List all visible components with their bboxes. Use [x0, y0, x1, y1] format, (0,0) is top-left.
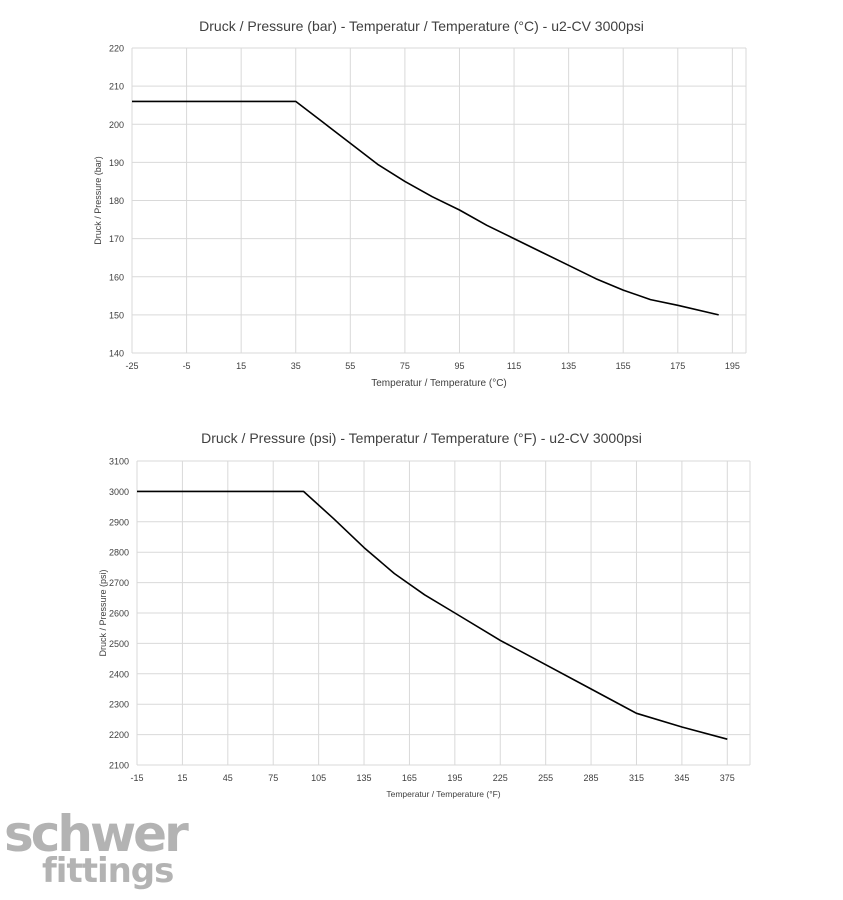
y-tick-label: 170	[109, 234, 124, 244]
x-tick-label: 105	[311, 773, 326, 783]
x-tick-label: 345	[674, 773, 689, 783]
x-axis-label: Temperatur / Temperature (°C)	[371, 378, 507, 389]
x-tick-label: 175	[670, 361, 685, 371]
x-tick-label: 75	[268, 773, 278, 783]
logo-word-schwer: schwer	[4, 805, 189, 863]
y-tick-label: 2800	[109, 548, 129, 558]
y-axis-label: Druck / Pressure (psi)	[98, 569, 108, 656]
y-tick-label: 2200	[109, 730, 129, 740]
y-tick-label: 180	[109, 196, 124, 206]
y-tick-label: 200	[109, 120, 124, 130]
y-tick-label: 3000	[109, 487, 129, 497]
y-tick-label: 150	[109, 310, 124, 320]
x-tick-label: 375	[720, 773, 735, 783]
pressure-psi-chart: Druck / Pressure (psi) - Temperatur / Te…	[0, 418, 843, 818]
y-tick-label: 210	[109, 82, 124, 92]
y-tick-label: 140	[109, 349, 124, 359]
chart-title: Druck / Pressure (bar) - Temperatur / Te…	[199, 18, 644, 34]
x-tick-label: 135	[561, 361, 576, 371]
x-tick-label: 225	[493, 773, 508, 783]
series-line	[137, 490, 728, 740]
x-tick-label: -15	[130, 773, 143, 783]
chart-svg: 140 150 160 170 180 190 200 210 220 -25 -5 15 35 55 75…	[93, 44, 747, 389]
x-tick-label: 95	[454, 361, 464, 371]
y-tick-label: 2400	[109, 669, 129, 679]
x-tick-label: 115	[507, 361, 521, 371]
y-tick-label: 2300	[109, 700, 129, 710]
y-tick-label: 2700	[109, 578, 129, 588]
x-tick-label: 15	[236, 361, 246, 371]
y-tick-label: 2600	[109, 609, 129, 619]
x-tick-label: 255	[538, 773, 553, 783]
logo-word-fittings: fittings	[42, 851, 174, 891]
x-tick-label: -25	[125, 361, 138, 371]
x-tick-label: -5	[183, 361, 191, 371]
x-tick-label: 45	[223, 773, 233, 783]
x-tick-label: 155	[616, 361, 631, 371]
x-tick-label: 285	[584, 773, 599, 783]
chart-svg: 2100 2200 2300 2400 2500 2600 2700 2800 2900 3000…	[98, 457, 751, 799]
series-line	[132, 100, 719, 316]
y-axis-label: Druck / Pressure (bar)	[93, 156, 103, 245]
x-tick-label: 195	[725, 361, 740, 371]
y-tick-label: 220	[109, 44, 124, 54]
pressure-bar-chart: Druck / Pressure (bar) - Temperatur / Te…	[0, 0, 843, 400]
y-tick-label: 3100	[109, 457, 129, 467]
x-tick-label: 135	[357, 773, 372, 783]
y-tick-label: 2900	[109, 517, 129, 527]
y-tick-label: 160	[109, 272, 124, 282]
x-axis-label: Temperatur / Temperature (°F)	[386, 789, 500, 799]
x-tick-label: 55	[345, 361, 355, 371]
x-tick-label: 165	[402, 773, 417, 783]
y-tick-label: 2500	[109, 639, 129, 649]
y-tick-label: 190	[109, 158, 124, 168]
x-tick-label: 15	[177, 773, 187, 783]
schwer-fittings-logo: schwer fittings	[4, 808, 204, 900]
x-tick-label: 75	[400, 361, 410, 371]
x-tick-label: 315	[629, 773, 644, 783]
chart-title: Druck / Pressure (psi) - Temperatur / Te…	[201, 430, 642, 446]
x-tick-label: 35	[291, 361, 301, 371]
y-tick-label: 2100	[109, 761, 129, 771]
x-tick-label: 195	[447, 773, 462, 783]
